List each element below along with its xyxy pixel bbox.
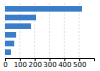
tick-label: 400 <box>58 61 71 69</box>
tick-label: 200 <box>28 61 41 69</box>
tick: 400 <box>58 58 71 69</box>
tick: 500 <box>73 58 86 69</box>
tick-label: 500 <box>73 61 86 69</box>
tick: 200 <box>28 58 41 69</box>
tick: 0 <box>3 58 7 69</box>
bar <box>5 32 16 38</box>
bar <box>5 41 14 47</box>
tick-label: 100 <box>14 61 27 69</box>
bar <box>5 49 11 55</box>
bars <box>5 6 82 55</box>
tick: 300 <box>43 58 56 69</box>
chart: 0 100200300400500 <box>0 0 100 71</box>
bar <box>5 15 36 21</box>
tick: 100 <box>14 58 27 69</box>
plot-area: 0 100200300400500 <box>3 3 94 69</box>
bar <box>5 23 31 29</box>
tick-label: 0 <box>3 61 7 69</box>
tick-label: 300 <box>43 61 56 69</box>
x-axis: 0 100200300400500 <box>3 58 94 69</box>
bar <box>5 6 82 12</box>
